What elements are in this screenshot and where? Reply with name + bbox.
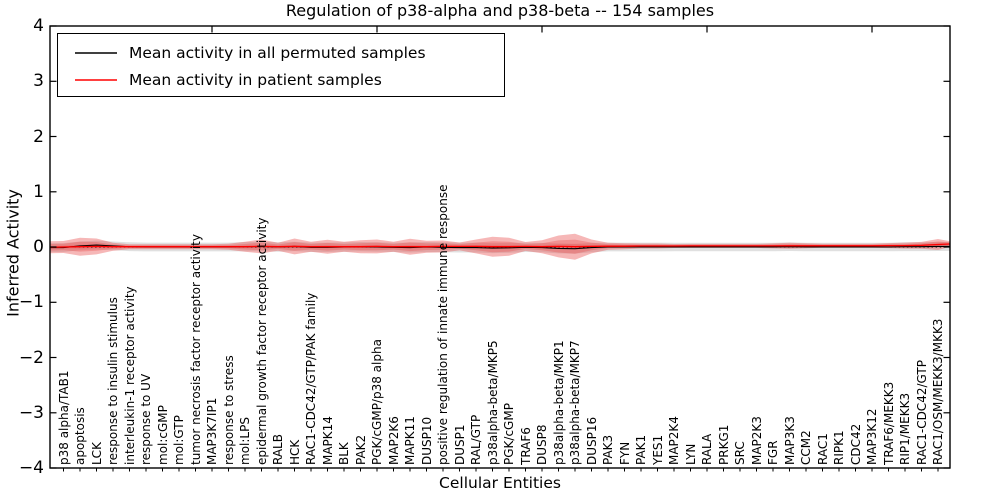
chart-title: Regulation of p38-alpha and p38-beta -- … [285,1,715,20]
x-tick-label: PGK/cGMP/p38 alpha [370,339,384,465]
y-tick-label: −4 [18,458,44,478]
x-tick-label: epidermal growth factor receptor activit… [254,217,269,465]
x-tick-label: LYN [683,443,698,465]
x-tick-label: RAC1-CDC42/GTP/PAK family [304,292,318,465]
y-tick-label: −1 [18,292,44,313]
x-axis-label: Cellular Entities [439,474,561,492]
legend-entry-patient: Mean activity in patient samples [74,66,504,93]
x-tick-label: YES1 [650,434,665,465]
x-tick-label: positive regulation of innate immune res… [436,184,450,465]
x-tick-label: MAP2K6 [386,416,401,465]
x-tick-label: TRAF6/MEKK3 [881,381,896,465]
x-tick-label: MAPK14 [320,416,335,465]
x-tick-label: mol:LPS [238,417,252,465]
x-tick-label: PAK2 [353,434,368,465]
x-tick-label: SRC [733,441,747,465]
x-tick-label: p38alpha-beta/MKP5 [485,340,500,465]
x-tick-label: MAP2K4 [667,416,681,465]
x-tick-label: MAP3K12 [865,408,879,465]
x-tick-label: response to stress [221,355,236,465]
x-tick-label: HCK [287,439,302,465]
x-tick-label: BLK [337,442,351,465]
y-tick-label: 1 [33,181,44,202]
x-tick-label: RALB [271,434,285,465]
legend-entry-permuted: Mean activity in all permuted samples [74,39,504,66]
x-tick-label: mol:cGMP [155,405,170,465]
x-tick-label: RAL/GTP [469,414,483,465]
x-tick-label: CCM2 [799,430,813,465]
x-tick-label: RIP1/MEKK3 [898,392,912,465]
x-tick-label: interleukin-1 receptor activity [122,286,137,465]
x-tick-label: PGK/cGMP [502,403,516,465]
x-tick-label: MAP3K7IP1 [205,397,219,465]
x-tick-label: p38 alpha/TAB1 [56,370,71,465]
x-tick-label: response to insulin stimulus [106,297,120,465]
x-tick-label: RAC1-CDC42/GTP [914,360,929,465]
x-tick-label: DUSP8 [535,424,549,465]
y-tick-label: −3 [18,402,44,423]
x-tick-label: tumor necrosis factor receptor activity [188,234,203,465]
x-tick-label: PAK1 [634,434,648,465]
mean-patient-line [49,243,951,248]
x-tick-label: FGR [766,440,780,465]
legend-label-permuted: Mean activity in all permuted samples [129,43,426,62]
x-tick-label: PAK3 [601,434,615,465]
x-tick-label: CDC42 [848,423,863,465]
x-tick-label: mol:GTP [172,415,186,465]
x-tick-label: DUSP1 [452,424,467,465]
x-tick-label: DUSP10 [419,416,434,465]
y-tick-label: −2 [18,347,44,368]
x-tick-label: FYN [617,441,632,465]
x-tick-label: DUSP16 [584,416,599,465]
legend-line-patient-icon [75,78,117,81]
x-tick-label: RIPK1 [832,430,846,465]
y-tick-label: 0 [33,237,44,257]
x-tick-label: apoptosis [73,407,87,465]
x-tick-label: PRKG1 [716,424,731,465]
legend: Mean activity in all permuted samples Me… [57,33,505,97]
x-tick-label: p38alpha-beta/MKP7 [568,340,582,465]
x-tick-label: MAP2K3 [749,416,764,465]
x-tick-label: RALA [700,433,714,465]
x-tick-label: TRAF6 [518,427,533,465]
y-tick-label: 4 [33,16,44,36]
legend-line-permuted-icon [75,51,117,54]
x-tick-label: LCK [89,442,104,465]
legend-label-patient: Mean activity in patient samples [129,70,382,89]
y-tick-label: 3 [33,71,44,92]
x-tick-label: p38alpha-beta/MKP1 [551,340,566,465]
x-tick-label: RAC1/OSM/MEKK3/MKK3 [931,318,945,465]
x-tick-label: MAP3K3 [782,416,797,465]
x-tick-label: response to UV [139,373,153,465]
y-tick-label: 2 [33,126,44,147]
x-tick-label: RAC1 [815,433,830,465]
x-tick-label: MAPK11 [403,416,417,465]
